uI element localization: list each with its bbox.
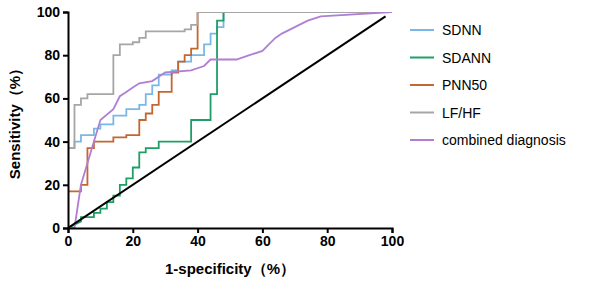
tick-label: 80 [44, 47, 60, 63]
legend-label: SDANN [442, 50, 491, 66]
tick-mark [63, 141, 68, 143]
tick: 60 [44, 90, 68, 106]
tick: 80 [320, 228, 336, 249]
tick-label: 40 [190, 233, 206, 249]
tick-label: 0 [65, 233, 73, 249]
x-axis: 0 20 40 60 80 100 [65, 228, 405, 249]
plot-area [68, 12, 392, 228]
tick-label: 60 [44, 90, 60, 106]
tick: 80 [44, 47, 68, 63]
chart: 0 20 40 60 80 100 0 20 40 60 80 100 1-specificity（%）… [0, 0, 600, 286]
tick: 20 [44, 177, 68, 193]
tick: 40 [190, 228, 206, 249]
tick-label: 20 [44, 177, 60, 193]
reference-line [68, 16, 386, 228]
tick: 100 [381, 228, 405, 249]
roc-line [68, 12, 392, 228]
legend: SDNN SDANN PNN50 LF/HF combined diagnosis [410, 22, 566, 148]
tick: 0 [65, 228, 73, 249]
tick-mark [63, 98, 68, 100]
tick: 20 [126, 228, 142, 249]
legend-label: PNN50 [442, 77, 487, 93]
tick-mark [63, 55, 68, 57]
tick-mark [63, 184, 68, 186]
tick: 0 [52, 220, 68, 236]
tick-label: 80 [320, 233, 336, 249]
legend-swatch [410, 57, 434, 59]
tick-mark [63, 228, 68, 230]
y-axis: 0 20 40 60 80 100 [37, 4, 69, 236]
roc-line [68, 12, 392, 228]
tick-label: 20 [126, 233, 142, 249]
legend-swatch [410, 139, 434, 141]
tick-label: 100 [37, 4, 61, 20]
roc-line [68, 12, 392, 228]
tick: 100 [37, 4, 68, 20]
legend-swatch [410, 29, 434, 31]
x-axis-title: 1-specificity（%） [165, 260, 295, 277]
tick: 60 [255, 228, 271, 249]
tick-mark [63, 12, 68, 14]
legend-label: combined diagnosis [442, 132, 566, 148]
legend-label: SDNN [442, 22, 482, 38]
roc-line [68, 12, 392, 228]
roc-line [68, 12, 392, 228]
legend-swatch [410, 112, 434, 114]
y-axis-title: Sensitivity（%） [6, 61, 23, 179]
legend-swatch [410, 84, 434, 86]
tick-label: 40 [44, 134, 60, 150]
tick-label: 100 [381, 233, 405, 249]
axis-line [69, 229, 393, 234]
tick-label: 0 [52, 220, 60, 236]
axis-line [63, 13, 69, 229]
tick-label: 60 [255, 233, 271, 249]
tick: 40 [44, 134, 68, 150]
legend-label: LF/HF [442, 105, 481, 121]
